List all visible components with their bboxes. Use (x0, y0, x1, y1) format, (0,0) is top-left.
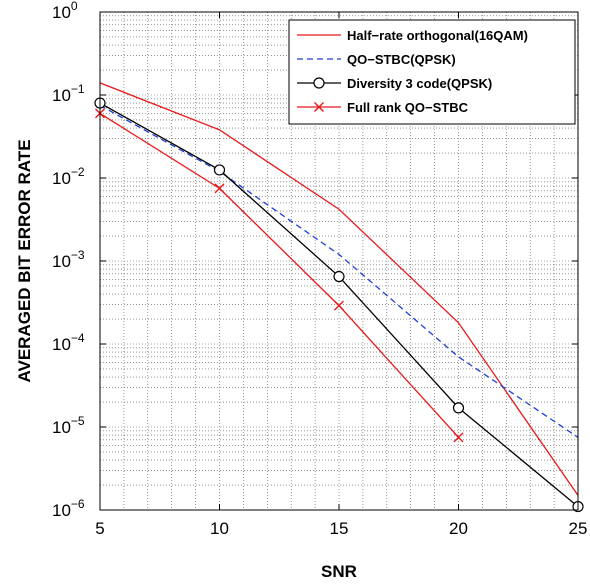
circle-marker (313, 77, 325, 89)
y-tick-label: 10−6 (52, 497, 85, 520)
y-tick-label: 10−4 (52, 331, 85, 354)
legend-label: Diversity 3 code(QPSK) (347, 76, 492, 91)
x-tick-label: 15 (330, 519, 349, 538)
x-tick-label: 20 (449, 519, 468, 538)
x-marker (453, 432, 464, 443)
x-marker (214, 183, 225, 194)
y-tick-label: 10−1 (52, 82, 85, 105)
circle-marker (452, 402, 465, 414)
series-layer (94, 82, 584, 513)
y-axis-label: AVERAGED BIT ERROR RATE (15, 139, 34, 382)
y-tick-label: 10−3 (52, 248, 85, 271)
legend: Half−rate orthogonal(16QAM) QO−STBC(QPSK)… (288, 19, 576, 125)
x-axis-label: SNR (321, 562, 357, 581)
circle-marker (213, 164, 226, 176)
y-tick-label: 100 (52, 0, 78, 22)
x-marker (314, 102, 324, 112)
grid (100, 12, 578, 510)
y-tick-label: 10−2 (52, 165, 85, 188)
x-tick-label: 25 (569, 519, 588, 538)
circle-marker (333, 270, 345, 283)
y-tick-label: 10−5 (52, 414, 85, 437)
legend-label: Full rank QO−STBC (347, 100, 469, 115)
x-tick-label: 10 (210, 519, 229, 538)
series-line (99, 104, 579, 438)
legend-label: Half−rate orthogonal(16QAM) (347, 28, 528, 43)
series-line (99, 82, 579, 496)
x-tick-label: 5 (95, 519, 104, 538)
legend-label: QO−STBC(QPSK) (347, 52, 456, 67)
tick-layer: 5 10 15 20 25 10−6 10−5 10−4 10−3 10−2 10−1 100 (52, 0, 587, 538)
series-line (99, 112, 459, 438)
x-marker (334, 300, 344, 311)
